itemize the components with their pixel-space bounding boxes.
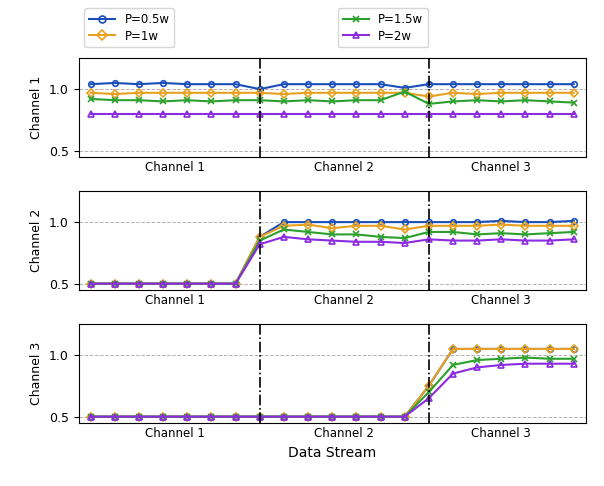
- Legend: P=0.5w, P=1w: P=0.5w, P=1w: [85, 8, 175, 47]
- Y-axis label: Channel 1: Channel 1: [30, 76, 43, 139]
- Y-axis label: Channel 2: Channel 2: [30, 209, 43, 272]
- Legend: P=1.5w, P=2w: P=1.5w, P=2w: [338, 8, 428, 47]
- X-axis label: Data Stream: Data Stream: [288, 446, 376, 460]
- Y-axis label: Channel 3: Channel 3: [30, 342, 43, 405]
